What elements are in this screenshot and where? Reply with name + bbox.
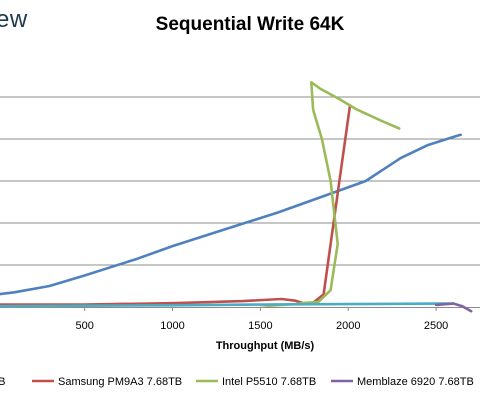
series-line-5 <box>434 302 473 313</box>
series-line-2 <box>0 104 352 306</box>
legend-label-1: 7.68TB <box>0 376 5 388</box>
legend-label-4: Memblaze 6920 7.68TB <box>357 376 474 388</box>
x-axis-title: Throughput (MB/s) <box>216 340 315 352</box>
legend-label-3: Intel P5510 7.68TB <box>222 376 316 388</box>
x-tick-label-1: 500 <box>75 320 93 332</box>
x-tick-label-5: 2500 <box>424 320 448 332</box>
legend-label-2: Samsung PM9A3 7.68TB <box>58 376 182 388</box>
x-tick-label-4: 2000 <box>336 320 360 332</box>
chart-title: Sequential Write 64K <box>155 14 345 35</box>
site-logo-fragment: ew <box>0 6 28 33</box>
series-line-1 <box>0 133 462 296</box>
x-tick-label-2: 1000 <box>160 320 184 332</box>
x-tick-label-3: 1500 <box>248 320 272 332</box>
